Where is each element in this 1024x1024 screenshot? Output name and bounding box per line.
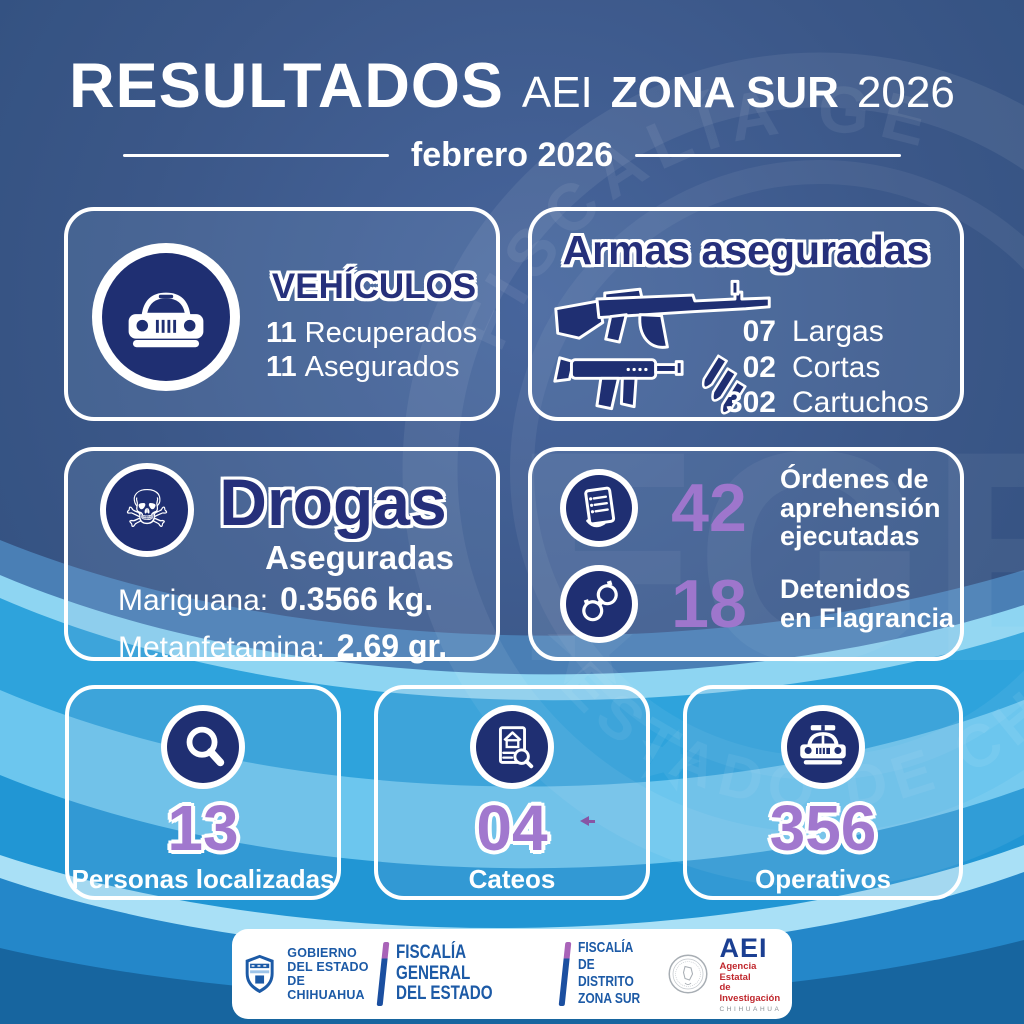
armas-cortas-label: Cortas xyxy=(792,350,881,384)
police-car-icon xyxy=(800,725,846,765)
title-zona-sur: ZONA SUR xyxy=(610,68,839,117)
cateos-label: Cateos xyxy=(468,864,556,895)
title-year: 2026 xyxy=(856,68,955,117)
cursor-artifact xyxy=(580,816,595,826)
warrant-document-icon xyxy=(584,486,616,528)
vehiculos-text: VEHÍCULOS 11 Recuperados 11 Asegurados xyxy=(258,267,490,384)
drugs-icon-disc: ☠ xyxy=(100,463,194,557)
cateos-value: 04 xyxy=(476,792,548,864)
armas-cortas-value: 02 xyxy=(742,350,776,384)
ordenes-label: Órdenes de aprehensión ejecutadas xyxy=(780,464,941,552)
operativos-value: 356 xyxy=(769,792,877,864)
card-ordenes-detenidos: 42 Órdenes de aprehensión ejecutadas xyxy=(528,447,964,661)
detenidos-row: 18 Detenidos en Flagrancia xyxy=(532,564,960,643)
handcuffs-icon-disc xyxy=(560,564,638,643)
card-operativos: 356 Operativos xyxy=(683,685,963,900)
gobierno-shield-logo xyxy=(245,954,274,994)
search-icon-disc xyxy=(161,705,245,789)
subtitle-line-right xyxy=(635,154,902,157)
footer-divider-1 xyxy=(377,942,390,1006)
magnifier-icon xyxy=(186,726,225,767)
card-drogas: ☠ Drogas Aseguradas Mariguana: 0.3566 kg.… xyxy=(64,447,500,664)
drogas-subtitle: Aseguradas xyxy=(265,539,454,576)
subtitle-line-left xyxy=(122,154,389,157)
handcuffs-icon xyxy=(582,580,618,622)
car-icon xyxy=(128,292,204,348)
detenidos-label: Detenidos en Flagrancia xyxy=(780,574,955,633)
operativos-label: Operativos xyxy=(755,864,891,895)
gobierno-text: GOBIERNO DEL ESTADO DE CHIHUAHUA xyxy=(287,946,369,1002)
title-resultados: RESULTADOS xyxy=(69,51,504,121)
vehiculos-asegurados: 11 Asegurados xyxy=(266,350,460,383)
operativos-icon-disc xyxy=(781,705,865,789)
armas-largas-label: Largas xyxy=(792,315,884,348)
cartridges-icon xyxy=(701,354,747,415)
header: RESULTADOS AEI ZONA SUR 2026 febrero 202… xyxy=(0,50,1024,175)
title-aei: AEI xyxy=(521,68,593,117)
smg-dots xyxy=(626,367,648,372)
smg-short-icon xyxy=(553,356,684,411)
guns-icon xyxy=(553,279,771,415)
armas-largas-value: 07 xyxy=(742,315,776,348)
armas-title: Armas aseguradas xyxy=(562,227,930,273)
fiscalia-distrito-text: FISCALÍA DE DISTRITO ZONA SUR xyxy=(577,939,641,1007)
card-armas: Armas aseguradas xyxy=(528,207,964,421)
ordenes-value: 42 xyxy=(671,469,747,546)
card-vehiculos: VEHÍCULOS 11 Recuperados 11 Asegurados xyxy=(64,207,500,421)
footer-divider-2 xyxy=(558,942,572,1006)
aei-text-block: AEI Agencia Estatal de Investigación CHI… xyxy=(719,933,782,1013)
card-cateos: 04 Cateos xyxy=(374,685,650,900)
drogas-mariguana: Mariguana: 0.3566 kg. xyxy=(118,581,434,617)
armas-stats: 07 Largas 02 Cortas 302 Cartuchos xyxy=(704,315,929,420)
drogas-rows: Mariguana: 0.3566 kg. Metanfetamina: 2.69 … xyxy=(118,571,472,665)
drogas-title: Drogas xyxy=(219,465,447,539)
armas-cartuchos-value: 302 xyxy=(725,386,776,420)
drogas-metanfetamina: Metanfetamina: 2.69 gr. xyxy=(118,628,448,664)
skull-icon: ☠ xyxy=(123,480,171,540)
cateos-icon-disc xyxy=(470,705,554,789)
subtitle-month: febrero 2026 xyxy=(410,136,614,174)
vehiculos-recuperados: 11 Recuperados xyxy=(266,317,478,349)
personas-value: 13 xyxy=(167,792,239,864)
fiscalia-general-text: FISCALÍA GENERAL DEL ESTADO xyxy=(396,941,493,1005)
page-title: RESULTADOS AEI ZONA SUR 2026 xyxy=(0,50,1024,122)
armas-cartuchos-label: Cartuchos xyxy=(792,386,929,420)
card-personas-localizadas: 13 Personas localizadas xyxy=(65,685,341,900)
personas-label: Personas localizadas xyxy=(71,864,335,895)
watermark-center-text: FGE xyxy=(512,388,1024,724)
house-search-icon xyxy=(498,726,534,769)
aei-acronym: AEI xyxy=(719,933,768,963)
rifle-long-icon xyxy=(554,279,771,349)
detenidos-value: 18 xyxy=(671,565,747,642)
aei-seal-logo xyxy=(668,954,708,994)
subtitle-row: febrero 2026 xyxy=(0,136,1024,175)
vehicle-icon-disc xyxy=(92,243,240,391)
vehiculos-title: VEHÍCULOS xyxy=(271,267,477,306)
ordenes-row: 42 Órdenes de aprehensión ejecutadas xyxy=(532,465,960,551)
footer-bar: GOBIERNO DEL ESTADO DE CHIHUAHUA FISCALÍ… xyxy=(232,929,792,1019)
warrant-icon-disc xyxy=(560,468,638,547)
watermark-stars xyxy=(547,603,701,792)
